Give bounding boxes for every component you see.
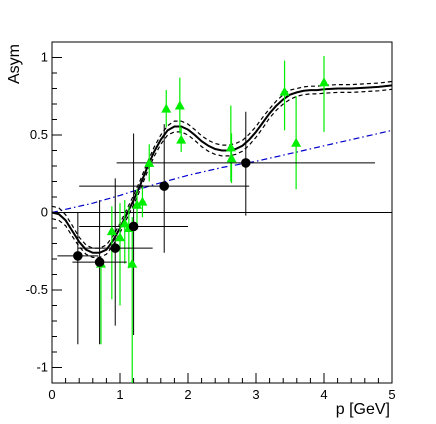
green-triangle-point: [225, 142, 236, 152]
green-triangle-point: [176, 134, 187, 144]
blue-dash-dot-curve: [51, 129, 393, 214]
y-tick-label: 1: [41, 50, 48, 65]
black-circle-point: [94, 257, 105, 267]
green-triangle-point: [115, 232, 125, 242]
fit-curve: [51, 84, 393, 254]
x-tick-label: 4: [320, 387, 327, 402]
fit-band-upper: [51, 80, 393, 249]
green-triangle-point: [144, 157, 155, 167]
green-triangle-point: [291, 137, 302, 147]
y-tick-label: 0: [41, 205, 48, 220]
green-triangle-point: [119, 218, 130, 228]
y-axis-title: Asym: [6, 44, 23, 84]
y-tick-label: -0.5: [26, 282, 48, 297]
green-triangle-point: [132, 199, 142, 209]
black-circle-point: [159, 181, 169, 191]
black-circle-point: [110, 243, 121, 253]
x-axis-title: p [GeV]: [336, 401, 390, 418]
x-tick-label: 3: [252, 387, 259, 402]
x-tick-label: 5: [388, 387, 395, 402]
x-tick-label: 0: [48, 387, 55, 402]
green-triangle-point: [279, 86, 290, 96]
y-tick-label: 0.5: [30, 127, 48, 142]
black-circle-point: [241, 158, 251, 168]
y-tick-label: -1: [36, 360, 48, 375]
green-triangle-point: [127, 258, 138, 268]
x-tick-label: 1: [116, 387, 123, 402]
green-triangle-point: [319, 77, 329, 87]
green-triangle-point: [174, 100, 185, 110]
fit-band-lower: [51, 88, 393, 258]
green-triangle-point: [137, 196, 148, 206]
x-tick-label: 2: [184, 387, 191, 402]
black-circle-point: [73, 251, 83, 261]
green-triangle-point: [226, 153, 237, 163]
black-circle-point: [128, 221, 139, 232]
green-triangle-point: [161, 103, 172, 113]
green-triangle-point: [106, 226, 117, 236]
